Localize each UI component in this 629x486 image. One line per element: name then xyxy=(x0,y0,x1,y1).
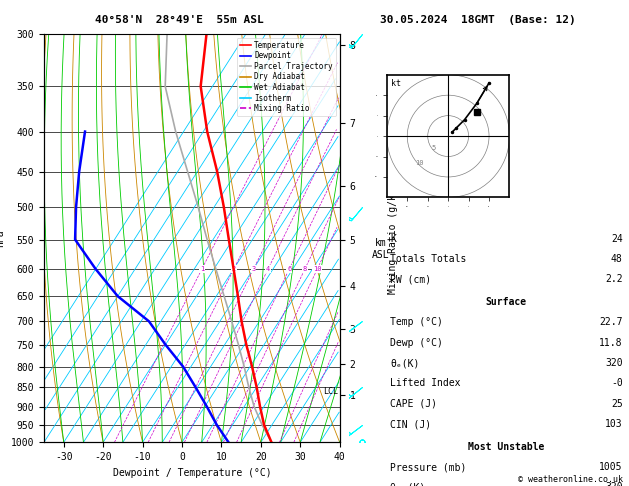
Text: 10: 10 xyxy=(313,266,321,272)
Text: 40°58'N  28°49'E  55m ASL: 40°58'N 28°49'E 55m ASL xyxy=(95,15,264,25)
Text: PW (cm): PW (cm) xyxy=(390,275,431,284)
Text: θₑ (K): θₑ (K) xyxy=(390,483,425,486)
Text: -0: -0 xyxy=(611,379,623,388)
Text: θₑ(K): θₑ(K) xyxy=(390,358,420,368)
Y-axis label: hPa: hPa xyxy=(0,229,5,247)
Text: Pressure (mb): Pressure (mb) xyxy=(390,462,466,472)
Text: Dewp (°C): Dewp (°C) xyxy=(390,338,443,347)
Text: 2: 2 xyxy=(231,266,236,272)
Text: 103: 103 xyxy=(605,419,623,429)
Text: CIN (J): CIN (J) xyxy=(390,419,431,429)
Text: 1: 1 xyxy=(200,266,204,272)
Text: 320: 320 xyxy=(605,358,623,368)
Text: Most Unstable: Most Unstable xyxy=(468,442,545,451)
Text: 11.8: 11.8 xyxy=(599,338,623,347)
Text: 2.2: 2.2 xyxy=(605,275,623,284)
Text: 25: 25 xyxy=(611,399,623,409)
X-axis label: Dewpoint / Temperature (°C): Dewpoint / Temperature (°C) xyxy=(113,468,271,478)
Text: 1005: 1005 xyxy=(599,462,623,472)
Text: Temp (°C): Temp (°C) xyxy=(390,317,443,327)
Text: 10: 10 xyxy=(415,160,424,166)
Text: 320: 320 xyxy=(605,483,623,486)
Text: LCL: LCL xyxy=(323,387,338,396)
Text: K: K xyxy=(390,234,396,243)
Text: 30.05.2024  18GMT  (Base: 12): 30.05.2024 18GMT (Base: 12) xyxy=(380,15,576,25)
Text: © weatheronline.co.uk: © weatheronline.co.uk xyxy=(518,474,623,484)
Text: Mixing Ratio (g/kg): Mixing Ratio (g/kg) xyxy=(388,182,398,294)
Text: Surface: Surface xyxy=(486,297,527,307)
Text: Lifted Index: Lifted Index xyxy=(390,379,460,388)
Text: 4: 4 xyxy=(266,266,270,272)
Y-axis label: km
ASL: km ASL xyxy=(372,238,389,260)
Text: 48: 48 xyxy=(611,254,623,264)
Text: 5: 5 xyxy=(431,145,436,152)
Text: 3: 3 xyxy=(252,266,255,272)
Text: kt: kt xyxy=(391,79,401,88)
Text: CAPE (J): CAPE (J) xyxy=(390,399,437,409)
Text: 6: 6 xyxy=(287,266,291,272)
Legend: Temperature, Dewpoint, Parcel Trajectory, Dry Adiabat, Wet Adiabat, Isotherm, Mi: Temperature, Dewpoint, Parcel Trajectory… xyxy=(237,38,336,116)
Text: 24: 24 xyxy=(611,234,623,243)
Text: 22.7: 22.7 xyxy=(599,317,623,327)
Text: Totals Totals: Totals Totals xyxy=(390,254,466,264)
Text: 8: 8 xyxy=(303,266,307,272)
